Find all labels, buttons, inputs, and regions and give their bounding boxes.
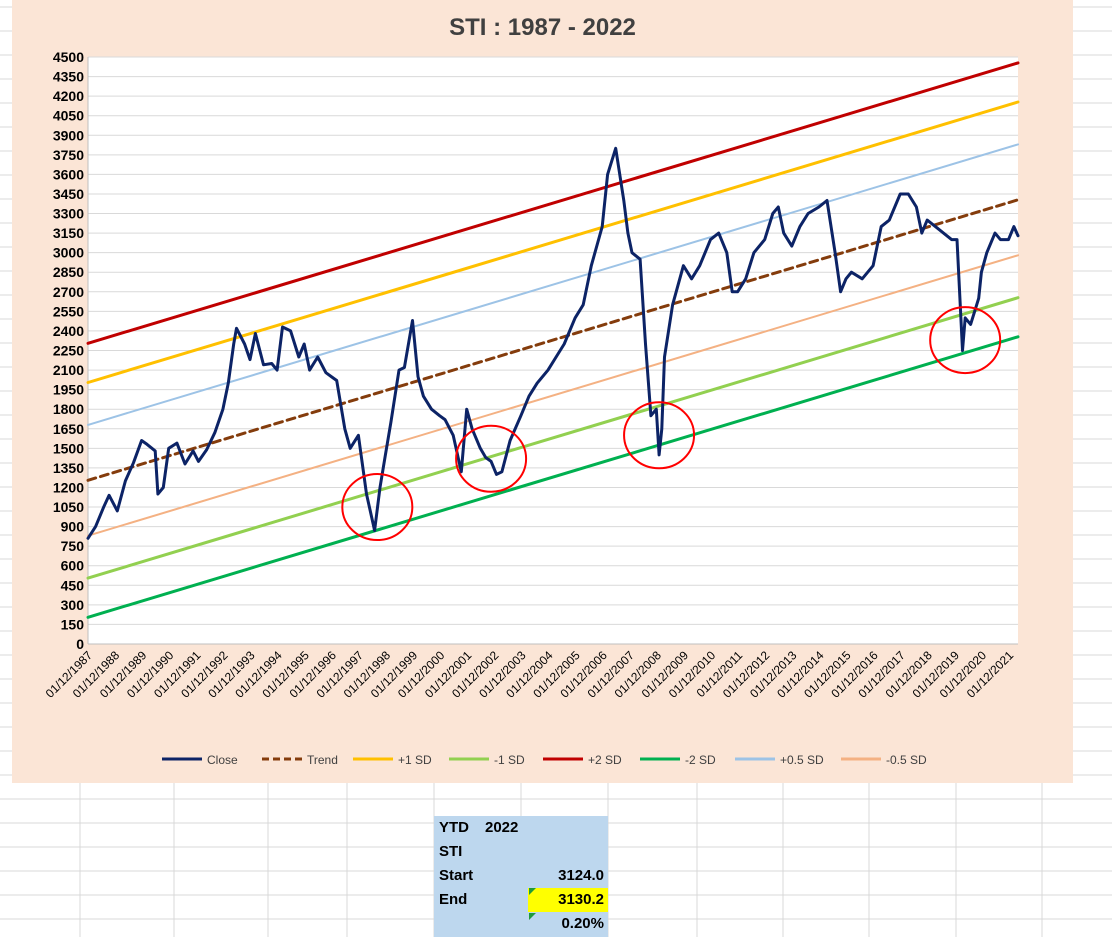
y-tick-label: 4350 bbox=[53, 69, 84, 85]
highlight-circle bbox=[929, 306, 1002, 375]
ytd-change[interactable]: 0.20% bbox=[561, 915, 604, 932]
y-tick-label: 2850 bbox=[53, 264, 84, 280]
series-line-trend bbox=[86, 198, 1020, 482]
y-tick-label: 2250 bbox=[53, 343, 84, 359]
start-value[interactable]: 3124.0 bbox=[558, 867, 604, 884]
legend-label: +1 SD bbox=[398, 753, 432, 767]
y-tick-label: 1350 bbox=[53, 460, 84, 476]
series-line-close bbox=[86, 146, 1020, 540]
legend-label: -2 SD bbox=[685, 753, 716, 767]
y-tick-label: 1650 bbox=[53, 421, 84, 437]
legend-label: -1 SD bbox=[494, 753, 525, 767]
end-value-highlight bbox=[528, 888, 608, 912]
series-line--0-5-sd bbox=[87, 143, 1019, 426]
series-line--1-sd bbox=[86, 296, 1020, 580]
y-tick-label: 3300 bbox=[53, 206, 84, 222]
y-tick-label: 4050 bbox=[53, 108, 84, 124]
formula-indicator-icon bbox=[529, 888, 536, 895]
ytd-header-row: YTD 2022 bbox=[434, 816, 608, 840]
y-tick-label: 1200 bbox=[53, 479, 84, 495]
series-line--2-sd bbox=[86, 335, 1020, 619]
ytd-change-row: 0.20% bbox=[434, 912, 608, 936]
y-tick-label: 150 bbox=[61, 616, 85, 632]
y-tick-label: 3600 bbox=[53, 166, 84, 182]
ytd-table: YTD 2022 STI Start 3124.0 End 3130.2 0.2… bbox=[434, 816, 608, 937]
y-tick-label: 900 bbox=[61, 519, 85, 535]
y-tick-label: 1950 bbox=[53, 382, 84, 398]
y-tick-label: 2550 bbox=[53, 303, 84, 319]
ytd-start-row: Start 3124.0 bbox=[434, 864, 608, 888]
legend-label: +0.5 SD bbox=[780, 753, 824, 767]
y-tick-label: 3000 bbox=[53, 245, 84, 261]
y-tick-label: 2100 bbox=[53, 362, 84, 378]
start-label: Start bbox=[439, 867, 474, 884]
ytd-year: 2022 bbox=[485, 819, 519, 836]
y-tick-label: 750 bbox=[61, 538, 85, 554]
y-tick-label: 450 bbox=[61, 577, 85, 593]
y-tick-label: 300 bbox=[61, 597, 85, 613]
y-tick-label: 600 bbox=[61, 558, 85, 574]
y-tick-label: 1050 bbox=[53, 499, 84, 515]
index-name: STI bbox=[439, 843, 463, 860]
highlight-circle bbox=[455, 424, 528, 493]
y-tick-label: 3450 bbox=[53, 186, 84, 202]
y-tick-label: 2400 bbox=[53, 323, 84, 339]
highlight-circle bbox=[341, 473, 414, 542]
series-line--0-5-sd bbox=[87, 254, 1019, 537]
highlight-circle bbox=[623, 401, 696, 470]
ytd-end-row: End 3130.2 bbox=[434, 888, 608, 912]
legend-label: Trend bbox=[307, 753, 338, 767]
legend-label: Close bbox=[207, 753, 238, 767]
series-line--2-sd bbox=[86, 61, 1020, 345]
legend-label: -0.5 SD bbox=[886, 753, 927, 767]
series-line--1-sd bbox=[86, 100, 1020, 384]
ytd-label: YTD bbox=[439, 819, 469, 836]
y-tick-label: 3150 bbox=[53, 225, 84, 241]
chart-title: STI : 1987 - 2022 bbox=[449, 14, 636, 41]
legend-label: +2 SD bbox=[588, 753, 622, 767]
end-label: End bbox=[439, 891, 468, 908]
formula-indicator-icon bbox=[529, 913, 536, 920]
y-tick-label: 4500 bbox=[53, 49, 84, 65]
y-tick-label: 3900 bbox=[53, 127, 84, 143]
y-tick-label: 0 bbox=[76, 636, 84, 652]
y-tick-label: 1500 bbox=[53, 440, 84, 456]
ytd-index-row: STI bbox=[434, 840, 608, 864]
y-tick-label: 1800 bbox=[53, 401, 84, 417]
end-value[interactable]: 3130.2 bbox=[558, 891, 604, 908]
sti-line-chart: 0 150 300 450 600 750 900 1050 1200 1350 1500 1650 1… bbox=[43, 49, 1020, 767]
y-tick-label: 3750 bbox=[53, 147, 84, 163]
y-tick-label: 4200 bbox=[53, 88, 84, 104]
y-tick-label: 2700 bbox=[53, 284, 84, 300]
